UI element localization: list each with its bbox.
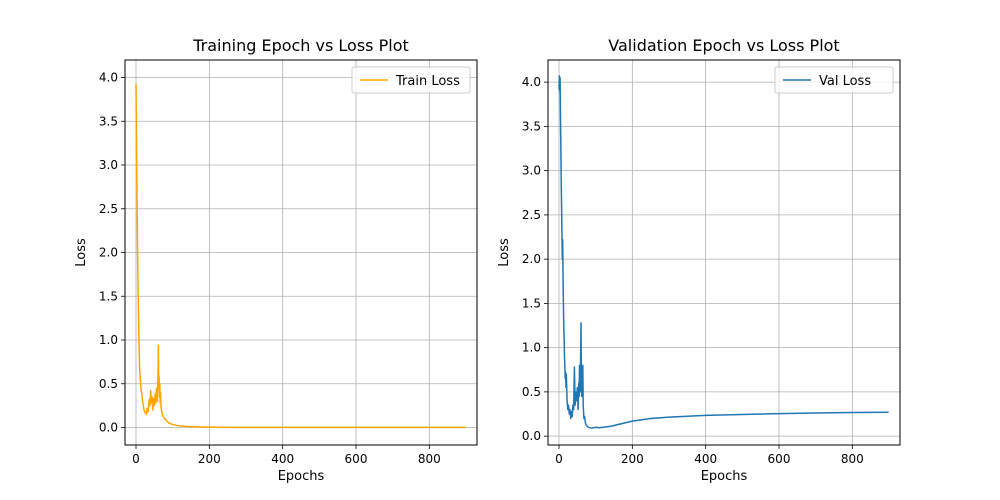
validation-x-tick-label: 400 bbox=[694, 452, 717, 466]
validation-y-tick-label: 2.0 bbox=[522, 252, 541, 266]
training-plot bbox=[135, 83, 466, 429]
training-x-tick-label: 600 bbox=[345, 452, 368, 466]
training-chart: 0 200 400 600 800 0.0 0.5 1.0 1.5 2.0 2.5 3.0 3.5 4.0… bbox=[74, 36, 478, 484]
training-legend-label: Train Loss bbox=[395, 74, 460, 89]
validation-legend-label: Val Loss bbox=[819, 74, 871, 89]
validation-y-tick-label: 1.5 bbox=[522, 296, 541, 310]
validation-chart: 0 200 400 600 800 0.0 0.5 1.0 1.5 2.0 2.5 3.0 3.5 4.0… bbox=[497, 36, 901, 484]
validation-y-tick-label: 2.5 bbox=[522, 208, 541, 222]
validation-y-tick-label: 0.0 bbox=[522, 429, 541, 443]
training-y-tick-label: 2.5 bbox=[99, 202, 118, 216]
validation-x-tick-label: 600 bbox=[768, 452, 791, 466]
training-x-tick-label: 0 bbox=[132, 452, 140, 466]
validation-x-tick-label: 0 bbox=[555, 452, 563, 466]
training-legend-box bbox=[351, 66, 471, 94]
training-x-tick-label: 800 bbox=[418, 452, 441, 466]
validation-axes-frame bbox=[547, 59, 901, 446]
validation-legend-box bbox=[774, 66, 894, 94]
training-y-tick-label: 1.5 bbox=[99, 289, 118, 303]
validation-y-tick-label: 3.0 bbox=[522, 164, 541, 178]
validation-plot bbox=[558, 75, 889, 429]
validation-y-tick-label: 4.0 bbox=[522, 75, 541, 89]
training-series-line bbox=[135, 83, 466, 429]
validation-y-tick-label: 3.5 bbox=[522, 119, 541, 133]
validation-y-axis-label: Loss bbox=[497, 238, 512, 267]
training-ticks: 0 200 400 600 800 0.0 0.5 1.0 1.5 2.0 2.5 3.0 3.5 4.0 bbox=[99, 71, 441, 467]
training-x-tick-label: 200 bbox=[198, 452, 221, 466]
training-x-tick-label: 400 bbox=[271, 452, 294, 466]
training-chart-title: Training Epoch vs Loss Plot bbox=[192, 36, 409, 55]
training-y-tick-label: 1.0 bbox=[99, 333, 118, 347]
validation-x-axis-label: Epochs bbox=[701, 469, 748, 484]
validation-chart-title: Validation Epoch vs Loss Plot bbox=[608, 36, 839, 55]
training-x-axis-label: Epochs bbox=[278, 469, 325, 484]
validation-y-tick-label: 1.0 bbox=[522, 341, 541, 355]
validation-legend: Val Loss bbox=[774, 66, 894, 94]
training-y-tick-label: 2.0 bbox=[99, 246, 118, 260]
training-y-tick-label: 4.0 bbox=[99, 71, 118, 85]
validation-x-tick-label: 800 bbox=[841, 452, 864, 466]
training-y-tick-label: 3.0 bbox=[99, 158, 118, 172]
training-y-tick-label: 3.5 bbox=[99, 114, 118, 128]
validation-grid bbox=[548, 60, 900, 445]
validation-x-tick-label: 200 bbox=[621, 452, 644, 466]
training-y-tick-label: 0.5 bbox=[99, 377, 118, 391]
training-grid bbox=[125, 60, 477, 445]
validation-y-tick-label: 0.5 bbox=[522, 385, 541, 399]
validation-ticks: 0 200 400 600 800 0.0 0.5 1.0 1.5 2.0 2.5 3.0 3.5 4.0 bbox=[522, 75, 864, 466]
training-legend: Train Loss bbox=[351, 66, 471, 94]
training-y-tick-label: 0.0 bbox=[99, 421, 118, 435]
training-y-axis-label: Loss bbox=[74, 238, 89, 267]
validation-series-line bbox=[558, 75, 889, 429]
